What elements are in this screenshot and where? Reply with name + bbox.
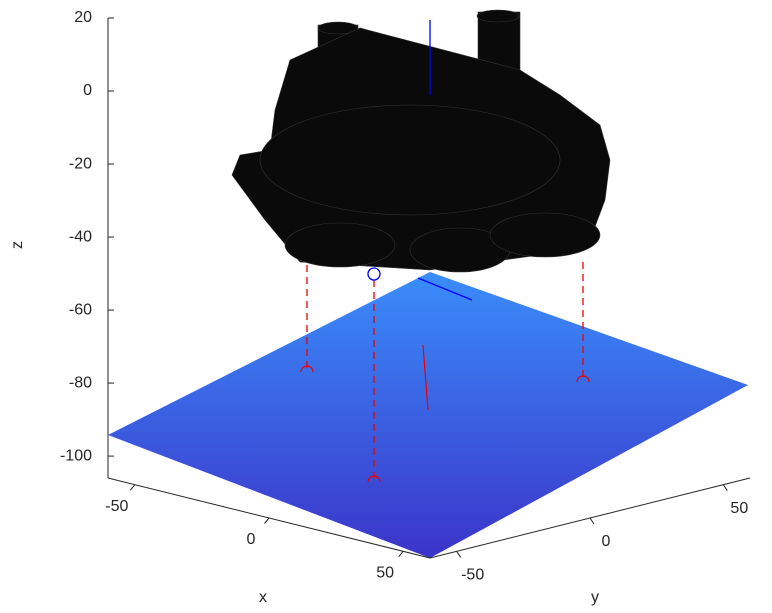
x-tick-label: -50	[105, 498, 128, 515]
x-tick	[130, 485, 135, 491]
z-tick-label: -60	[69, 301, 92, 318]
mesh-object	[232, 10, 610, 272]
z-tick-label: -100	[60, 447, 92, 464]
z-axis-label: z	[9, 241, 26, 249]
y-tick	[723, 485, 727, 491]
y-tick-label: 0	[602, 533, 611, 550]
z-tick-label: -40	[69, 228, 92, 245]
surface	[108, 272, 748, 558]
y-axis-label: y	[591, 589, 599, 606]
y-tick	[590, 518, 594, 524]
x-tick-label: 50	[376, 565, 394, 582]
z-tick-label: 0	[83, 82, 92, 99]
x-tick	[265, 518, 270, 524]
y-tick-label: -50	[461, 567, 484, 584]
x-tick	[399, 551, 404, 557]
y-tick-label: 50	[730, 500, 748, 517]
y-tick	[457, 551, 461, 557]
z-tick-label: -20	[69, 155, 92, 172]
z-tick-label: 20	[74, 9, 92, 26]
x-tick-label: 0	[247, 531, 256, 548]
z-tick-label: -80	[69, 374, 92, 391]
chart: z x y 20 0 -20 -40 -60 -80 -100 -50 0 50 -50 0 50	[0, 0, 772, 613]
x-axis-label: x	[259, 589, 267, 606]
